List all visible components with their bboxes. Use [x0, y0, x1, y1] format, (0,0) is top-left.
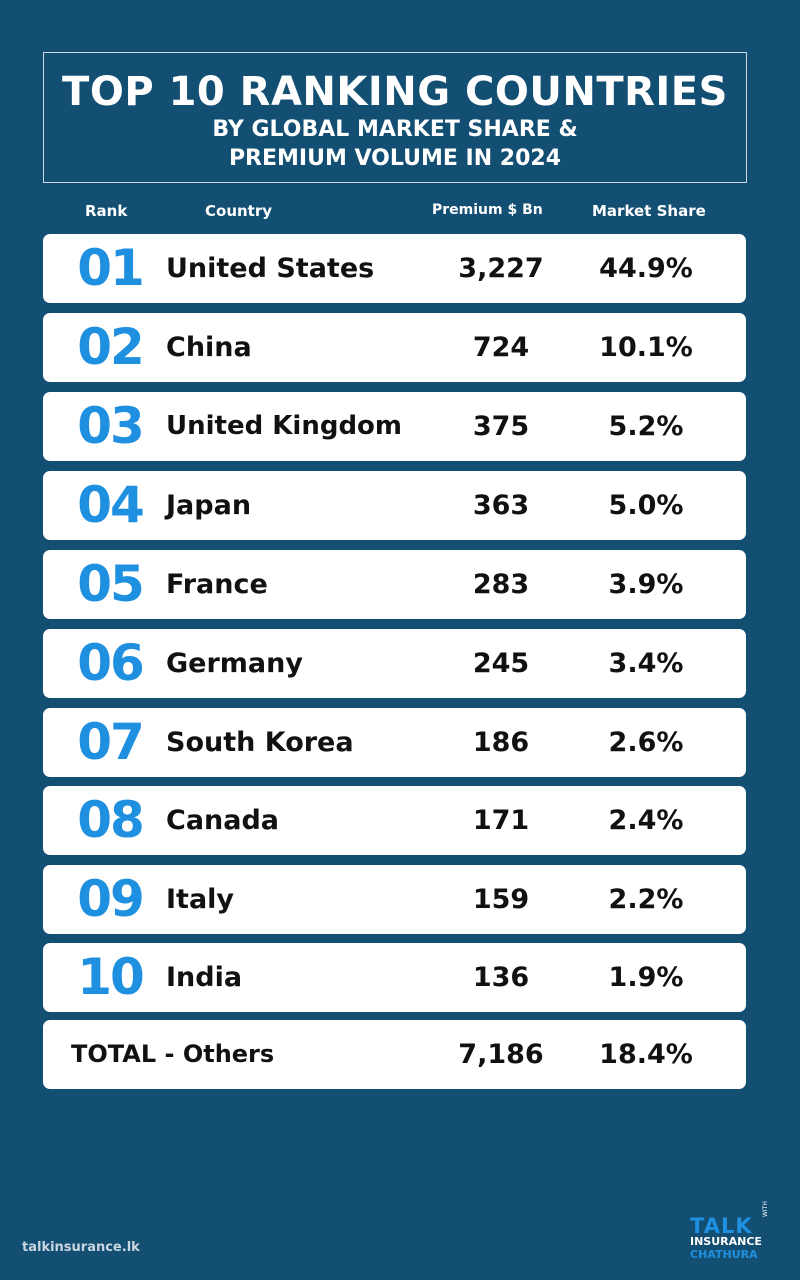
rank-number: 01	[77, 239, 145, 297]
table-row: 06 Germany 245 3.4%	[43, 629, 746, 698]
website-url: talkinsurance.lk	[22, 1240, 140, 1255]
logo-talk-text: TALK	[690, 1214, 753, 1238]
market-share-value: 3.9%	[608, 569, 684, 600]
rank-number: 03	[77, 397, 145, 455]
country-name: Japan	[166, 490, 252, 521]
market-share-value: 2.4%	[608, 805, 684, 836]
rank-number: 02	[77, 318, 145, 376]
market-share-value: 1.9%	[608, 962, 684, 993]
premium-value: 363	[472, 490, 530, 521]
country-name: France	[166, 569, 268, 600]
logo-insurance-text: INSURANCE	[690, 1235, 762, 1248]
logo-chathura-text: CHATHURA	[690, 1248, 758, 1261]
premium-value: 245	[472, 648, 530, 679]
premium-value: 136	[472, 962, 530, 993]
total-market-share-value: 18.4%	[599, 1039, 693, 1070]
rank-number: 06	[77, 634, 145, 692]
market-share-value: 5.0%	[608, 490, 684, 521]
total-premium-value: 7,186	[458, 1039, 544, 1070]
table-row: 08 Canada 171 2.4%	[43, 786, 746, 855]
page-title: TOP 10 RANKING COUNTRIES	[62, 69, 728, 115]
premium-value: 3,227	[458, 253, 544, 284]
logo-with-text: WITH	[762, 1201, 769, 1217]
table-row: 10 India 136 1.9%	[43, 943, 746, 1012]
premium-value: 283	[472, 569, 530, 600]
table-row: 03 United Kingdom 375 5.2%	[43, 392, 746, 461]
country-name: South Korea	[166, 727, 354, 758]
market-share-value: 3.4%	[608, 648, 684, 679]
rank-number: 07	[77, 713, 145, 771]
market-share-value: 2.6%	[608, 727, 684, 758]
premium-value: 375	[472, 411, 530, 442]
page-subtitle-line2: PREMIUM VOLUME IN 2024	[228, 146, 562, 171]
market-share-value: 5.2%	[608, 411, 684, 442]
country-name: China	[166, 332, 252, 363]
premium-value: 186	[472, 727, 530, 758]
brand-logo: TALK WITH INSURANCE CHATHURA	[688, 1201, 778, 1263]
rank-number: 09	[77, 870, 145, 928]
header-market-share: Market Share	[592, 202, 706, 220]
rank-number: 05	[77, 555, 145, 613]
premium-value: 171	[472, 805, 530, 836]
market-share-value: 10.1%	[599, 332, 693, 363]
total-label: TOTAL - Others	[71, 1040, 275, 1068]
rank-number: 04	[77, 476, 145, 534]
header-country: Country	[205, 202, 273, 220]
country-name: India	[166, 962, 243, 993]
header-premium: Premium $ Bn	[432, 202, 543, 218]
column-headers: Rank Country Premium $ Bn Market Share	[0, 200, 800, 224]
country-name: United States	[166, 253, 375, 284]
table-row: 05 France 283 3.9%	[43, 550, 746, 619]
premium-value: 159	[472, 884, 530, 915]
table-row: 09 Italy 159 2.2%	[43, 865, 746, 934]
table-row: 04 Japan 363 5.0%	[43, 471, 746, 540]
country-name: Canada	[166, 805, 280, 836]
country-name: Italy	[166, 884, 235, 915]
page-subtitle-line1: BY GLOBAL MARKET SHARE &	[212, 117, 578, 142]
rank-number: 10	[77, 948, 145, 1006]
table-row: 01 United States 3,227 44.9%	[43, 234, 746, 303]
market-share-value: 44.9%	[599, 253, 693, 284]
table-row: 07 South Korea 186 2.6%	[43, 708, 746, 777]
table-row: 02 China 724 10.1%	[43, 313, 746, 382]
premium-value: 724	[472, 332, 530, 363]
country-name: United Kingdom	[166, 411, 403, 441]
market-share-value: 2.2%	[608, 884, 684, 915]
total-row: TOTAL - Others 7,186 18.4%	[43, 1020, 746, 1089]
header-rank: Rank	[85, 202, 128, 220]
title-box: TOP 10 RANKING COUNTRIES BY GLOBAL MARKE…	[43, 52, 747, 183]
country-name: Germany	[166, 648, 303, 679]
rank-number: 08	[77, 791, 145, 849]
